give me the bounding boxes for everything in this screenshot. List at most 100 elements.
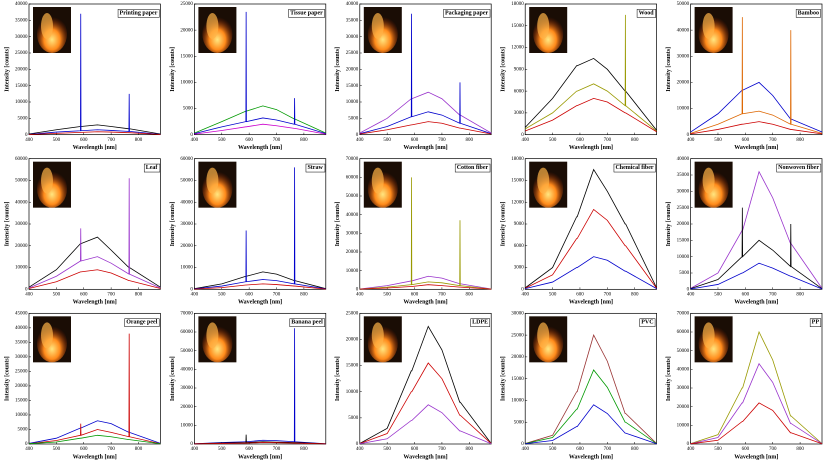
flame-photo	[702, 167, 715, 194]
spectrum-line	[690, 262, 823, 290]
x-tick-label: 500	[53, 447, 61, 452]
spectrum-line	[28, 131, 161, 135]
y-axis-label: Intensity [counts]	[4, 202, 10, 247]
y-axis-label: Intensity [counts]	[170, 202, 176, 247]
x-axis-label: Wavelength [nm]	[569, 300, 613, 306]
spectrum-line	[28, 434, 161, 445]
spectrum-line	[525, 369, 657, 445]
spectrum-line	[194, 11, 326, 135]
x-tick-label: 500	[549, 292, 557, 297]
chart-title: Packaging paper	[445, 10, 489, 16]
y-tick-label: 9000	[514, 67, 525, 72]
y-tick-label: 15000	[346, 84, 359, 89]
y-tick-label: 0	[687, 442, 690, 447]
x-tick-label: 700	[107, 138, 115, 143]
x-tick-label: 600	[80, 292, 88, 297]
x-axis-label: Wavelength [nm]	[238, 300, 282, 306]
x-tick-label: 800	[135, 138, 143, 143]
spectrum-line	[690, 207, 823, 290]
x-tick-label: 800	[466, 138, 474, 143]
x-axis-label: Wavelength [nm]	[73, 300, 117, 306]
y-tick-label: 40000	[346, 2, 359, 7]
y-tick-label: 50000	[677, 2, 690, 7]
chart-title: Bamboo	[798, 10, 819, 16]
y-tick-label: 50000	[180, 349, 193, 354]
flame-photo	[206, 322, 219, 349]
y-tick-label: 40000	[15, 326, 28, 331]
y-tick-label: 5000	[348, 416, 359, 421]
y-axis-label: Intensity [counts]	[666, 202, 672, 247]
y-tick-label: 12000	[511, 200, 524, 205]
spectrum-line	[359, 362, 492, 444]
y-tick-label: 35000	[346, 18, 359, 23]
y-tick-label: 9000	[514, 222, 525, 227]
y-tick-label: 0	[190, 287, 193, 292]
y-tick-label: 50000	[15, 179, 28, 184]
y-tick-label: 5000	[679, 271, 690, 276]
title-box	[809, 318, 822, 327]
x-tick-label: 500	[714, 138, 722, 143]
x-tick-label: 700	[604, 292, 612, 297]
title-box	[454, 163, 491, 173]
x-tick-label: 800	[796, 292, 804, 297]
x-tick-label: 400	[356, 447, 364, 452]
y-axis-label: Intensity [counts]	[666, 356, 672, 401]
y-tick-label: 3000	[514, 266, 525, 271]
y-tick-label: 18000	[511, 2, 524, 7]
chart-title: Banana peel	[291, 320, 323, 326]
y-tick-label: 5000	[18, 428, 29, 433]
y-tick-label: 0	[687, 287, 690, 292]
flame-photo	[371, 167, 384, 194]
x-tick-label: 600	[245, 138, 253, 143]
x-tick-label: 700	[438, 292, 446, 297]
y-axis-label: Intensity [counts]	[4, 356, 10, 401]
spectrum-line	[359, 404, 492, 445]
y-tick-label: 30000	[677, 386, 690, 391]
x-tick-label: 500	[714, 447, 722, 452]
y-tick-label: 25000	[346, 51, 359, 56]
x-tick-label: 800	[631, 447, 639, 452]
y-tick-label: 15000	[346, 364, 359, 369]
title-box	[289, 318, 325, 327]
title-box	[613, 163, 656, 173]
x-tick-label: 600	[742, 292, 750, 297]
y-tick-label: 30000	[15, 355, 28, 360]
x-tick-label: 500	[383, 447, 391, 452]
y-tick-label: 20000	[180, 405, 193, 410]
y-tick-label: 60000	[346, 175, 359, 180]
title-box	[639, 318, 656, 327]
x-tick-label: 500	[714, 292, 722, 297]
spectrum-line	[525, 334, 657, 444]
y-tick-label: 70000	[346, 157, 359, 162]
y-tick-label: 50000	[180, 179, 193, 184]
x-tick-label: 700	[107, 447, 115, 452]
spectrum-line	[28, 333, 161, 445]
x-axis-label: Wavelength [nm]	[734, 145, 778, 151]
title-box	[795, 9, 821, 18]
y-tick-label: 45000	[15, 311, 28, 316]
x-tick-label: 800	[466, 292, 474, 297]
y-axis-label: Intensity [counts]	[170, 356, 176, 401]
x-axis-label: Wavelength [nm]	[403, 145, 447, 151]
x-tick-label: 400	[191, 292, 199, 297]
y-tick-label: 5000	[18, 116, 29, 121]
y-tick-label: 60000	[180, 330, 193, 335]
spectrum-line	[690, 121, 823, 135]
y-tick-label: 40000	[346, 213, 359, 218]
y-tick-label: 12000	[511, 46, 524, 51]
chart-title: Leaf	[146, 165, 159, 171]
y-tick-label: 30000	[180, 222, 193, 227]
y-axis-label: Intensity [counts]	[170, 47, 176, 92]
y-axis-label: Intensity [counts]	[335, 202, 341, 247]
x-axis-label: Wavelength [nm]	[569, 454, 613, 460]
x-tick-label: 400	[191, 447, 199, 452]
y-tick-label: 60000	[180, 157, 193, 162]
x-tick-label: 400	[356, 138, 364, 143]
x-tick-label: 400	[25, 292, 33, 297]
y-axis-label: Intensity [counts]	[501, 47, 507, 92]
x-tick-label: 600	[576, 292, 584, 297]
chart-title: PVC	[641, 320, 653, 326]
x-tick-label: 700	[604, 138, 612, 143]
x-tick-label: 400	[521, 292, 529, 297]
chart-title: Wood	[639, 10, 655, 16]
